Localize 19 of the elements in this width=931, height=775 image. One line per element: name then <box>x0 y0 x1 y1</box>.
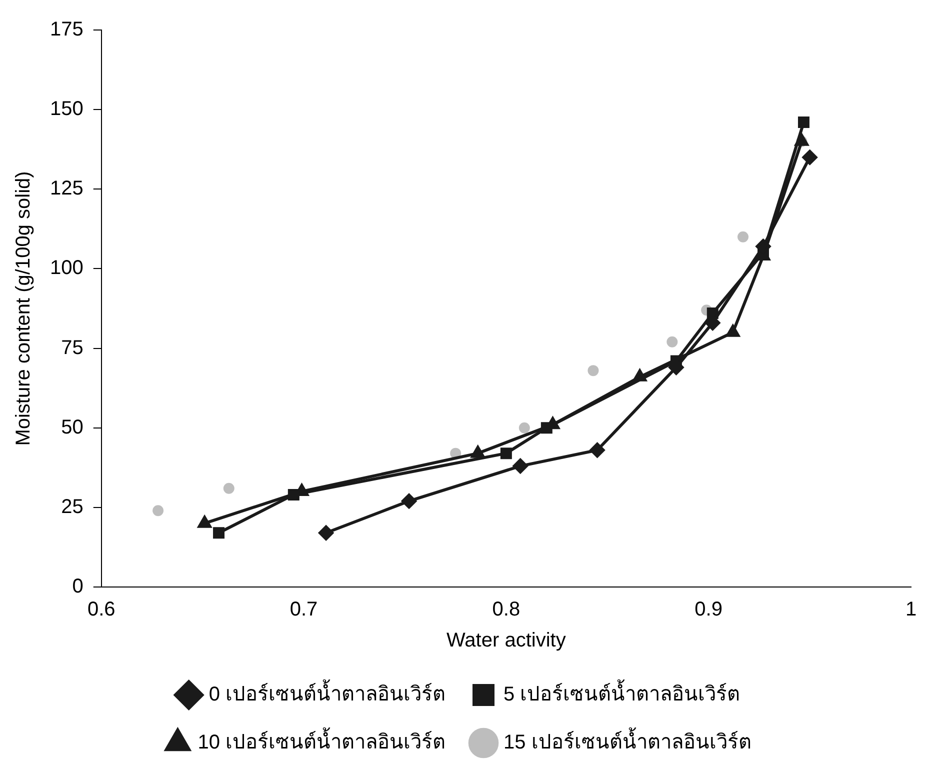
legend-label: 0 เปอร์เซนต์น้ำตาลอินเวิร์ต <box>208 680 446 706</box>
y-tick-label: 175 <box>50 18 84 41</box>
legend-label: 5 เปอร์เซนต์น้ำตาลอินเวิร์ต <box>504 680 740 706</box>
x-tick-label: 1 <box>905 598 917 621</box>
y-tick-label: 150 <box>50 98 84 120</box>
x-axis-title: Water activity <box>446 630 566 652</box>
y-tick-label: 125 <box>50 178 84 200</box>
x-tick-label: 0.9 <box>694 598 722 621</box>
y-axis-title: Moisture content (g/100g solid) <box>12 171 35 446</box>
legend-label: 15 เปอร์เซนต์น้ำตาลอินเวิร์ต <box>504 728 752 754</box>
legend-label: 10 เปอร์เซนต์น้ำตาลอินเวิร์ต <box>198 728 446 754</box>
x-tick-label: 0.8 <box>492 598 520 621</box>
y-tick-label: 0 <box>72 576 84 598</box>
x-tick-label: 0.7 <box>290 598 318 621</box>
x-tick-label: 0.6 <box>87 598 116 621</box>
y-tick-label: 75 <box>61 336 84 359</box>
y-tick-label: 100 <box>50 257 84 280</box>
y-tick-label: 50 <box>61 416 84 438</box>
y-tick-label: 25 <box>61 496 84 518</box>
